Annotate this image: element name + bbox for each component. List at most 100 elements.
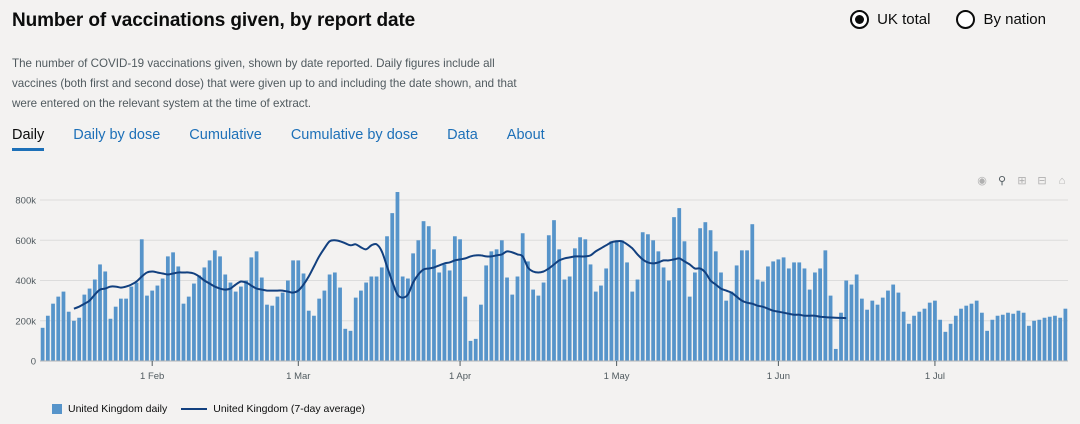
- bar: [640, 232, 645, 361]
- bar: [818, 268, 823, 361]
- zoom-icon[interactable]: ⚲: [997, 175, 1007, 187]
- bar: [317, 298, 322, 361]
- bar: [155, 285, 160, 361]
- bar: [1037, 319, 1042, 361]
- bar: [165, 256, 170, 361]
- chart-title: Number of vaccinations given, by report …: [12, 10, 416, 31]
- bar: [698, 228, 702, 361]
- bar: [249, 257, 254, 361]
- chart-legend: United Kingdom daily United Kingdom (7-d…: [52, 403, 365, 415]
- bar: [285, 280, 290, 361]
- home-icon[interactable]: ⌂: [1058, 175, 1066, 187]
- bar: [468, 340, 473, 361]
- zoom-in-icon[interactable]: ⊞: [1017, 175, 1027, 187]
- bar: [244, 280, 249, 361]
- average-line: [73, 239, 847, 320]
- x-tick-label: 1 Feb: [140, 371, 164, 382]
- tab-daily-by-dose[interactable]: Daily by dose: [73, 127, 161, 143]
- bar: [77, 317, 82, 361]
- radio-uk-total-circle[interactable]: [850, 10, 870, 29]
- bar: [202, 267, 207, 361]
- bar: [901, 311, 906, 361]
- bar: [651, 240, 656, 361]
- bar: [223, 274, 228, 361]
- bar: [719, 272, 723, 361]
- bar: [379, 267, 384, 361]
- zoom-out-icon[interactable]: ⊟: [1037, 175, 1047, 187]
- bar: [927, 302, 932, 361]
- bar: [150, 290, 155, 361]
- tab-cumulative[interactable]: Cumulative: [189, 127, 262, 143]
- bar: [332, 272, 337, 361]
- radio-by-nation[interactable]: By nation: [956, 10, 1046, 29]
- bar: [567, 276, 572, 361]
- bar: [92, 279, 97, 361]
- bar: [865, 309, 869, 361]
- bar: [797, 262, 802, 361]
- bar: [192, 283, 196, 361]
- tab-cumulative-by-dose[interactable]: Cumulative by dose: [290, 127, 419, 143]
- bar: [473, 338, 478, 361]
- tab-data[interactable]: Data: [447, 127, 478, 143]
- bar: [233, 291, 238, 361]
- legend-item-average[interactable]: United Kingdom (7-day average): [181, 403, 365, 415]
- radio-by-nation-circle[interactable]: [956, 10, 976, 29]
- bar: [479, 304, 483, 361]
- y-tick-label: 400k: [15, 276, 36, 287]
- bar: [312, 315, 316, 361]
- bar: [943, 331, 948, 361]
- bar: [463, 296, 468, 361]
- bar: [176, 266, 181, 361]
- bar: [546, 235, 551, 361]
- chart-tabs: Daily Daily by dose Cumulative Cumulativ…: [12, 127, 545, 151]
- bar: [896, 292, 901, 361]
- bar: [886, 290, 890, 361]
- bar: [432, 249, 436, 361]
- bar: [807, 289, 812, 361]
- legend-item-daily[interactable]: United Kingdom daily: [52, 403, 167, 415]
- radio-uk-total[interactable]: UK total: [850, 10, 930, 29]
- bar: [792, 262, 796, 361]
- bar: [1016, 310, 1021, 361]
- bar: [1006, 312, 1010, 361]
- bar: [56, 296, 61, 361]
- bar: [729, 291, 734, 361]
- bar: [119, 298, 123, 361]
- bar: [713, 251, 718, 361]
- bar: [959, 308, 963, 361]
- camera-icon[interactable]: ◉: [977, 175, 987, 187]
- bar: [980, 312, 984, 361]
- bar: [139, 239, 144, 361]
- bar: [254, 251, 259, 361]
- x-tick-label: 1 Jun: [767, 371, 790, 382]
- bar: [353, 297, 358, 361]
- bar: [400, 276, 405, 361]
- bar: [45, 315, 50, 361]
- y-tick-label: 0: [31, 357, 36, 368]
- y-tick-label: 800k: [15, 196, 36, 207]
- bar: [82, 294, 87, 361]
- bar: [1021, 312, 1026, 361]
- bar: [452, 236, 457, 361]
- bar: [578, 237, 582, 361]
- bar: [734, 265, 739, 361]
- bar: [593, 291, 598, 361]
- bar: [499, 240, 504, 361]
- bar: [72, 320, 76, 361]
- bar: [1063, 308, 1068, 361]
- bar: [974, 300, 979, 361]
- bar: [776, 259, 781, 361]
- bar: [859, 298, 864, 361]
- bar: [212, 250, 217, 361]
- bar: [562, 279, 567, 361]
- bar: [369, 276, 374, 361]
- bar: [526, 261, 530, 361]
- bar: [494, 249, 499, 361]
- tab-daily[interactable]: Daily: [12, 127, 45, 151]
- bar: [61, 291, 66, 361]
- bar: [739, 250, 744, 361]
- bar: [630, 291, 635, 361]
- bar: [411, 253, 415, 361]
- bar: [813, 272, 817, 361]
- tab-about[interactable]: About: [506, 127, 545, 143]
